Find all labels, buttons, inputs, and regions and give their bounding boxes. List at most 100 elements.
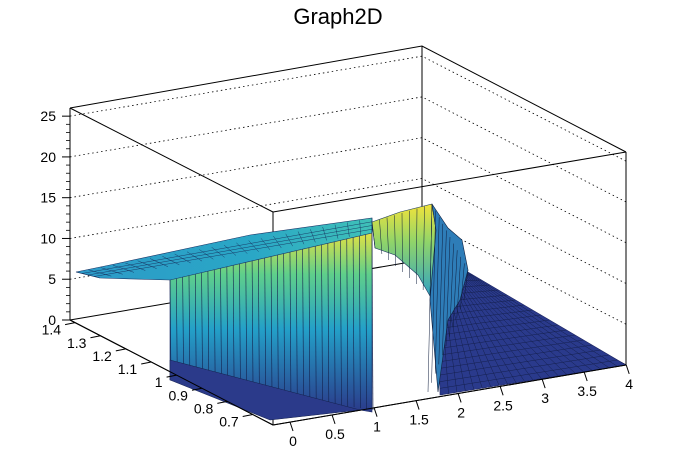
x-tick-label-1: 0.5 [325, 426, 345, 442]
y-tick-label-0: 0.7 [219, 414, 239, 430]
peak-mesh-line [445, 236, 451, 347]
surface-peak [371, 203, 441, 301]
top-mesh [75, 218, 373, 279]
y-tick-2 [191, 387, 203, 391]
floor-mesh-line [448, 263, 551, 378]
y-tick-4 [141, 361, 152, 365]
y-tick-label-2: 0.9 [168, 387, 188, 403]
peak-mesh-line [416, 208, 418, 285]
wall-stripe [201, 267, 203, 385]
peak-mesh-line [431, 210, 436, 383]
wall-stripe [188, 270, 191, 383]
x-tick-label-7: 3.5 [577, 383, 597, 399]
x-tick-label-3: 1.5 [409, 412, 429, 428]
x-tick-0 [289, 421, 294, 432]
wall-stripe [270, 251, 273, 396]
y-tick-1 [217, 400, 228, 404]
top-mesh-line [93, 229, 373, 277]
floor-mesh-line [454, 264, 610, 368]
floor-mesh-line [455, 264, 618, 367]
wall-stripe [371, 227, 374, 411]
peak-mesh-line [449, 243, 454, 337]
peak-mesh-line [460, 263, 465, 310]
z-tick-label-0: 0 [48, 312, 56, 328]
x-tick-label-2: 1 [373, 419, 381, 435]
wall-stripe [295, 245, 298, 399]
wall-stripe [283, 248, 285, 397]
peak-mesh [371, 203, 469, 393]
wall-stripe [258, 254, 260, 394]
y-tick-label-3: 1 [155, 374, 163, 390]
x-tick-3 [415, 400, 420, 410]
top-mesh-line [81, 221, 373, 274]
wall-stripe [314, 241, 317, 402]
peak-mesh-line [442, 230, 447, 356]
gridline-4 [69, 96, 627, 203]
wall-stripe [321, 239, 323, 403]
wall-stripe [308, 242, 311, 401]
peak-mesh-line [394, 215, 396, 267]
top-mesh-line [87, 225, 373, 276]
y-tick-label-6: 1.3 [67, 335, 87, 351]
y-tick-5 [115, 348, 126, 352]
wall-stripe [302, 244, 304, 400]
y-tick-7 [64, 322, 76, 326]
floor-mesh-line [450, 263, 567, 375]
wall-stripe [232, 260, 235, 390]
peak-mesh-line [379, 219, 383, 255]
floor-mesh-line [453, 264, 601, 370]
wall-stripe [327, 238, 330, 404]
z-tick-label-4: 20 [40, 149, 56, 165]
y-tick-label-5: 1.2 [92, 348, 112, 364]
floor-mesh-line [452, 264, 593, 371]
peak-mesh-line [452, 250, 458, 328]
x-axis: 0 0.5 1 1.5 2 2.5 3 3.5 4 [272, 364, 633, 449]
wall-stripe [352, 232, 355, 408]
x-tick-4 [457, 393, 462, 403]
z-tick-label-2: 10 [40, 230, 56, 246]
wall-stripe [289, 247, 292, 398]
z-axis: 0 5 10 15 20 25 [40, 108, 71, 328]
x-tick-7 [583, 371, 588, 382]
y-tick-label-7: 1.4 [42, 322, 62, 338]
y-tick-label-1: 0.8 [194, 400, 214, 416]
wall-stripe [264, 252, 266, 395]
peak-mesh-line [371, 221, 376, 249]
wall-stripe [365, 229, 367, 410]
wall-stripe [213, 264, 216, 387]
wall-stripe [346, 233, 349, 407]
y-tick-3 [166, 374, 177, 378]
floor-mesh-line [450, 263, 576, 374]
wall-stripes [169, 227, 374, 411]
wall-stripe [245, 257, 248, 392]
floor-mesh-line [449, 263, 559, 377]
wall-stripe [333, 236, 336, 405]
z-tick-label-1: 5 [48, 271, 56, 287]
chart-title: Graph2D [293, 4, 382, 29]
floor-mesh [438, 262, 618, 394]
x-tick-8 [625, 364, 630, 375]
wall-stripe [220, 263, 222, 388]
floor-mesh-line [451, 264, 584, 373]
peak-mesh-line [422, 206, 425, 291]
x-tick-label-5: 2.5 [493, 397, 513, 413]
x-tick-label-6: 3 [541, 390, 549, 406]
y-axis-line [69, 319, 274, 426]
wall-stripe [194, 269, 197, 384]
x-tick-label-0: 0 [289, 433, 297, 449]
wall-stripe [239, 258, 241, 391]
peak-mesh-line [438, 223, 444, 365]
peak-mesh-line [386, 217, 389, 261]
wall-stripe [277, 250, 279, 396]
wall-stripe [207, 266, 210, 386]
peak-mesh-line [463, 269, 469, 301]
y-tick-0 [242, 414, 253, 417]
y-axis: 0.7 0.8 0.9 1 1.1 1.2 1.3 1.4 [42, 319, 274, 430]
y-tick-6 [90, 335, 101, 339]
peak-mesh-line [434, 217, 440, 374]
x-tick-label-4: 2 [457, 404, 465, 420]
z-tick-label-3: 15 [40, 190, 56, 206]
peak-mesh-line [401, 212, 403, 273]
wall-stripe [226, 261, 229, 389]
